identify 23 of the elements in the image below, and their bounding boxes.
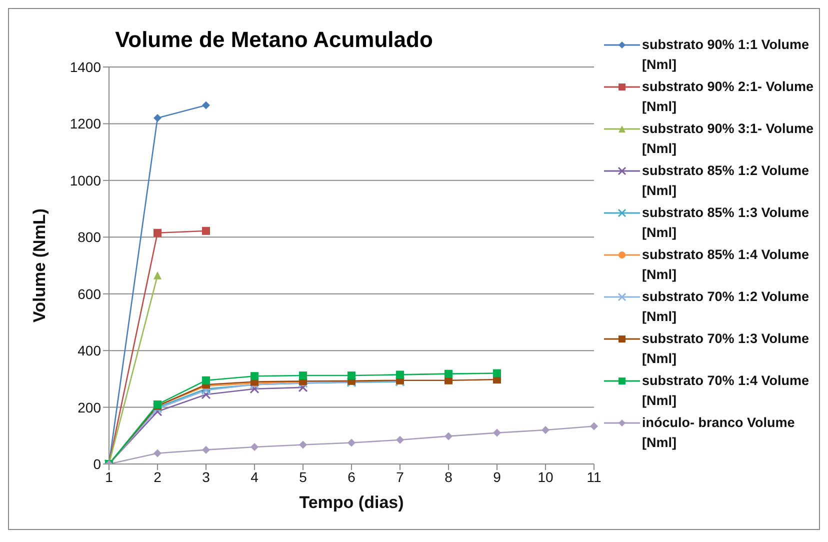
y-tick-label: 1200 xyxy=(70,116,102,132)
chart-title: Volume de Metano Acumulado xyxy=(114,27,434,53)
x-tick-label: 5 xyxy=(299,468,308,485)
x-tick-label: 6 xyxy=(348,468,356,485)
y-tick-label: 600 xyxy=(78,286,102,302)
x-tick-label: 4 xyxy=(250,468,259,485)
x-tick-label: 10 xyxy=(538,468,554,485)
x-axis-title: Tempo (dias) xyxy=(299,493,404,512)
y-tick-label: 1400 xyxy=(70,58,102,75)
x-tick-label: 2 xyxy=(154,468,162,485)
y-tick-label: 200 xyxy=(78,399,102,416)
y-axis-title: Volume (NmL) xyxy=(30,208,50,322)
x-tick-label: 9 xyxy=(493,468,502,485)
x-tick-label: 3 xyxy=(202,468,210,485)
y-tick-label: 0 xyxy=(93,456,102,472)
x-tick-label: 1 xyxy=(105,468,114,485)
y-tick-label: 800 xyxy=(78,229,102,246)
y-tick-label: 1000 xyxy=(70,172,102,188)
x-tick-label: 8 xyxy=(444,468,453,485)
x-tick-label: 7 xyxy=(396,468,404,485)
legend-label: inóculo- branco Volume [Nml] xyxy=(642,414,796,452)
y-tick-label: 400 xyxy=(78,342,102,359)
x-tick-label: 11 xyxy=(586,468,602,485)
